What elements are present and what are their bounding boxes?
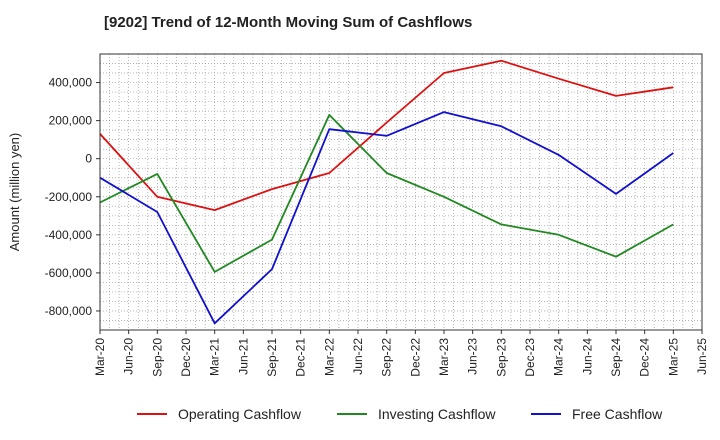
series-lines — [99, 59, 674, 325]
x-tick-label: Jun-21 — [236, 338, 250, 375]
x-tick-label: Dec-21 — [294, 338, 308, 377]
chart-title: [9202] Trend of 12-Month Moving Sum of C… — [104, 14, 473, 31]
y-tick-label: 400,000 — [49, 76, 93, 90]
x-tick-label: Dec-20 — [179, 338, 193, 377]
series-line-3 — [99, 111, 674, 325]
x-tick-label: Jun-23 — [466, 338, 480, 375]
series-line-1 — [99, 59, 674, 212]
x-tick-label: Mar-23 — [437, 338, 451, 376]
plot-background — [100, 54, 702, 330]
y-tick-label: 0 — [85, 152, 92, 166]
x-tick-label: Jun-22 — [351, 338, 365, 375]
x-tick-label: Mar-25 — [666, 338, 680, 376]
y-tick-label: -800,000 — [45, 304, 93, 318]
legend-item-2: Investing Cashflow — [337, 406, 496, 422]
y-axis-ticks: 400,000 200,000 0 -200,000 -400,000 -600,000 -… — [45, 76, 100, 318]
x-tick-label: Dec-24 — [638, 338, 652, 377]
plot-frame — [99, 53, 703, 331]
y-tick-label: -600,000 — [45, 266, 93, 280]
legend-item-3: Free Cashflow — [531, 406, 663, 422]
x-tick-label: Mar-20 — [93, 338, 107, 376]
x-tick-label: Jun-25 — [695, 338, 709, 375]
x-tick-label: Sep-24 — [609, 338, 623, 377]
series-line-2 — [99, 114, 674, 273]
x-tick-label: Sep-20 — [150, 338, 164, 377]
y-tick-label: 200,000 — [49, 114, 93, 128]
legend-item-1: Operating Cashflow — [137, 406, 302, 422]
x-axis-ticks: Mar-20 Jun-20 Sep-20 Dec-20 Mar-21 Jun-21 Sep-… — [93, 330, 709, 377]
x-tick-label: Mar-21 — [208, 338, 222, 376]
x-tick-label: Sep-23 — [494, 338, 508, 377]
legend-label: Operating Cashflow — [178, 406, 302, 422]
x-tick-label: Jun-20 — [122, 338, 136, 375]
y-axis-label: Amount (million yen) — [7, 133, 22, 252]
x-tick-label: Jun-24 — [580, 338, 594, 375]
y-tick-label: -200,000 — [45, 190, 93, 204]
legend-label: Investing Cashflow — [378, 406, 496, 422]
legend-label: Free Cashflow — [572, 406, 663, 422]
x-tick-label: Sep-21 — [265, 338, 279, 377]
y-tick-label: -400,000 — [45, 228, 93, 242]
x-tick-label: Dec-22 — [408, 338, 422, 377]
x-tick-label: Dec-23 — [523, 338, 537, 377]
x-tick-label: Mar-24 — [552, 338, 566, 376]
x-tick-label: Mar-22 — [322, 338, 336, 376]
legend: Operating Cashflow Investing Cashflow Free… — [137, 406, 663, 422]
x-tick-label: Sep-22 — [380, 338, 394, 377]
